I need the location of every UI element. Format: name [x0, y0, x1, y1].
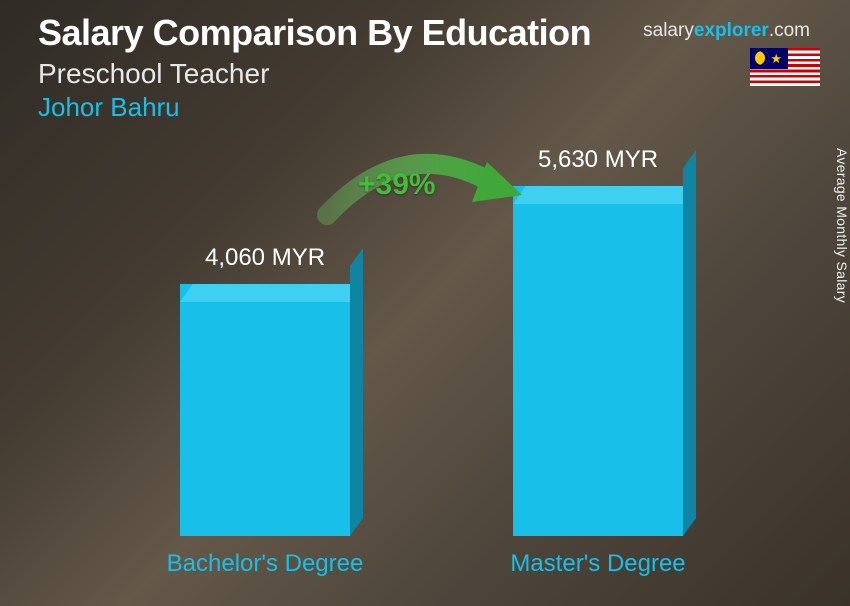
- increase-percent-label: +39%: [358, 168, 436, 202]
- bar-group: 4,060 MYRBachelor's Degree: [180, 244, 350, 578]
- bar-3d: [180, 284, 350, 536]
- bar-category-label: Bachelor's Degree: [167, 550, 364, 578]
- bar-3d: [513, 186, 683, 536]
- bar-value-label: 4,060 MYR: [205, 244, 325, 272]
- page-title: Salary Comparison By Education: [38, 12, 591, 54]
- bar-value-label: 5,630 MYR: [538, 146, 658, 174]
- header: Salary Comparison By Education Preschool…: [38, 12, 591, 123]
- brand-part1: salary: [643, 20, 694, 41]
- brand-logo: salaryexplorer.com: [643, 20, 810, 42]
- brand-part3: .com: [769, 20, 810, 41]
- brand-part2: explorer: [694, 20, 769, 41]
- bar-group: 5,630 MYR Master's Degree: [513, 146, 683, 578]
- y-axis-label: Average Monthly Salary: [834, 148, 850, 303]
- job-title: Preschool Teacher: [38, 58, 591, 90]
- malaysia-flag-icon: [750, 48, 820, 86]
- location-label: Johor Bahru: [38, 92, 591, 123]
- bar-category-label: Master's Degree: [510, 550, 685, 578]
